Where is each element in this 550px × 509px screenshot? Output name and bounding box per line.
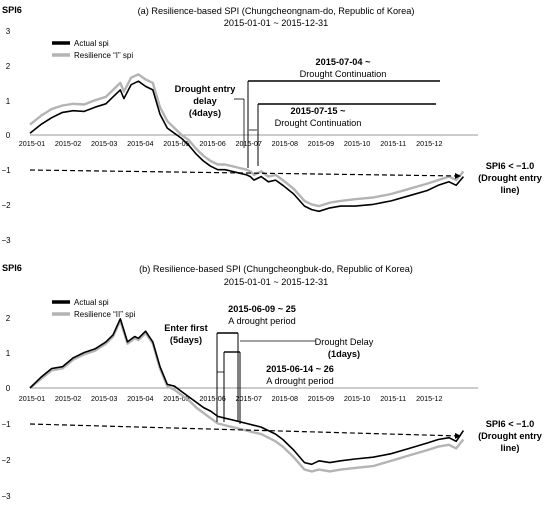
series-line-actual [29, 80, 465, 213]
x-tick-label: 2015-03 [91, 139, 117, 148]
period-1-date: 2015-06-09 ~ 25 [228, 304, 296, 314]
x-tick-label: 2015-12 [416, 139, 442, 148]
enter-first: Enter first [164, 323, 207, 333]
x-tick-label: 2015-04 [127, 139, 153, 148]
x-tick-label: 2015-06 [199, 139, 225, 148]
panel-b-ytick: 2 [6, 314, 11, 323]
panel-a-drought-annotations: Drought entry delay (4days) 2015-07-04 ~… [175, 57, 440, 168]
panel-a-threshold-label: SPI6 < −1.0 [486, 161, 535, 171]
panel-a-threshold-label3: line) [501, 185, 520, 195]
panel-b-ytick: 1 [6, 349, 11, 358]
x-tick-label: 2015-01 [19, 394, 45, 403]
panel-b-legend: Actual spi Resilience “II” spi [52, 298, 136, 319]
series-line-resilience [29, 73, 465, 208]
x-tick-label: 2015-02 [55, 139, 81, 148]
x-tick-label: 2015-12 [416, 394, 442, 403]
panel-b-threshold-label2: (Drought entry [478, 431, 543, 441]
x-tick-label: 2015-09 [308, 394, 334, 403]
panel-a-ytick: 3 [6, 27, 11, 36]
x-tick-label: 2015-05 [163, 394, 189, 403]
period-2-date: 2015-06-14 ~ 26 [266, 364, 334, 374]
panel-b-series [29, 317, 465, 473]
panel-b-ytick: −1 [1, 420, 11, 429]
panel-b-threshold-label3: line) [501, 443, 520, 453]
panel-a: SPI6 (a) Resilience-based SPI (Chungcheo… [1, 5, 542, 245]
panel-b-ytick: −2 [1, 456, 11, 465]
panel-b-drought-annotations: Enter first (5days) 2015-06-09 ~ 25 A dr… [164, 304, 374, 424]
panel-b-ylabel: SPI6 [2, 263, 22, 273]
panel-b-ytick: 0 [6, 384, 11, 393]
x-tick-label: 2015-01 [19, 139, 45, 148]
x-tick-label: 2015-07 [236, 139, 262, 148]
panel-a-legend: Actual spi Resilience “I” spi [52, 39, 133, 60]
panel-a-ytick: −3 [1, 236, 11, 245]
panel-a-series [29, 73, 465, 213]
x-tick-label: 2015-04 [127, 394, 153, 403]
continuation-2-text: Drought Continuation [275, 118, 362, 128]
legend-label-actual: Actual spi [74, 39, 109, 48]
panel-a-ytick: 1 [6, 97, 11, 106]
x-tick-label: 2015-06 [199, 394, 225, 403]
x-tick-label: 2015-07 [236, 394, 262, 403]
panel-b-ytick: −3 [1, 492, 11, 501]
legend-label-actual: Actual spi [74, 298, 109, 307]
period-1-text: A drought period [228, 316, 295, 326]
legend-label-resilience: Resilience “I” spi [74, 51, 133, 60]
x-tick-label: 2015-02 [55, 394, 81, 403]
enter-first-days: (5days) [170, 335, 202, 345]
x-tick-label: 2015-03 [91, 394, 117, 403]
panel-b-subtitle: 2015-01-01 ~ 2015-12-31 [224, 277, 328, 287]
panel-a-x-ticks: 2015-01 2015-02 2015-03 2015-04 2015-05 2015-… [19, 139, 443, 148]
delay-days: (1days) [328, 349, 360, 359]
period-2-text: A drought period [266, 376, 333, 386]
x-tick-label: 2015-11 [380, 394, 406, 403]
x-tick-label: 2015-08 [272, 394, 298, 403]
panel-b: SPI6 (b) Resilience-based SPI (Chungcheo… [1, 263, 542, 501]
continuation-1-text: Drought Continuation [300, 69, 387, 79]
delay-title2: delay [193, 96, 217, 106]
x-tick-label: 2015-08 [272, 139, 298, 148]
delay-title: Drought entry [175, 84, 237, 94]
panel-a-ytick: −2 [1, 201, 11, 210]
panel-a-threshold-label2: (Drought entry [478, 173, 543, 183]
panel-b-y-ticks: 2 1 0 −1 −2 −3 [1, 314, 11, 501]
panel-a-subtitle: 2015-01-01 ~ 2015-12-31 [224, 18, 328, 28]
panel-a-title: (a) Resilience-based SPI (Chungcheongnam… [138, 6, 415, 16]
x-tick-label: 2015-05 [163, 139, 189, 148]
x-tick-label: 2015-10 [344, 139, 370, 148]
continuation-2-date: 2015-07-15 ~ [291, 106, 347, 116]
panel-a-y-ticks: 3 2 1 0 −1 −2 −3 [1, 27, 11, 245]
series-line-resilience [29, 319, 465, 473]
panel-a-ytick: 2 [6, 62, 11, 71]
series-line-actual [29, 317, 465, 466]
panel-a-ytick: 0 [6, 131, 11, 140]
delay-text: Drought Delay [315, 337, 374, 347]
continuation-1-date: 2015-07-04 ~ [316, 57, 372, 67]
x-tick-label: 2015-10 [344, 394, 370, 403]
delay-days: (4days) [189, 108, 221, 118]
panel-a-ylabel: SPI6 [2, 5, 22, 15]
x-tick-label: 2015-09 [308, 139, 334, 148]
panel-b-title: (b) Resilience-based SPI (Chungcheongbuk… [139, 264, 413, 274]
panel-b-threshold-label: SPI6 < −1.0 [486, 419, 535, 429]
panel-b-x-ticks: 2015-01 2015-02 2015-03 2015-04 2015-05 2015-… [19, 394, 443, 403]
legend-label-resilience: Resilience “II” spi [74, 310, 136, 319]
x-tick-label: 2015-11 [380, 139, 406, 148]
panel-a-ytick: −1 [1, 166, 11, 175]
